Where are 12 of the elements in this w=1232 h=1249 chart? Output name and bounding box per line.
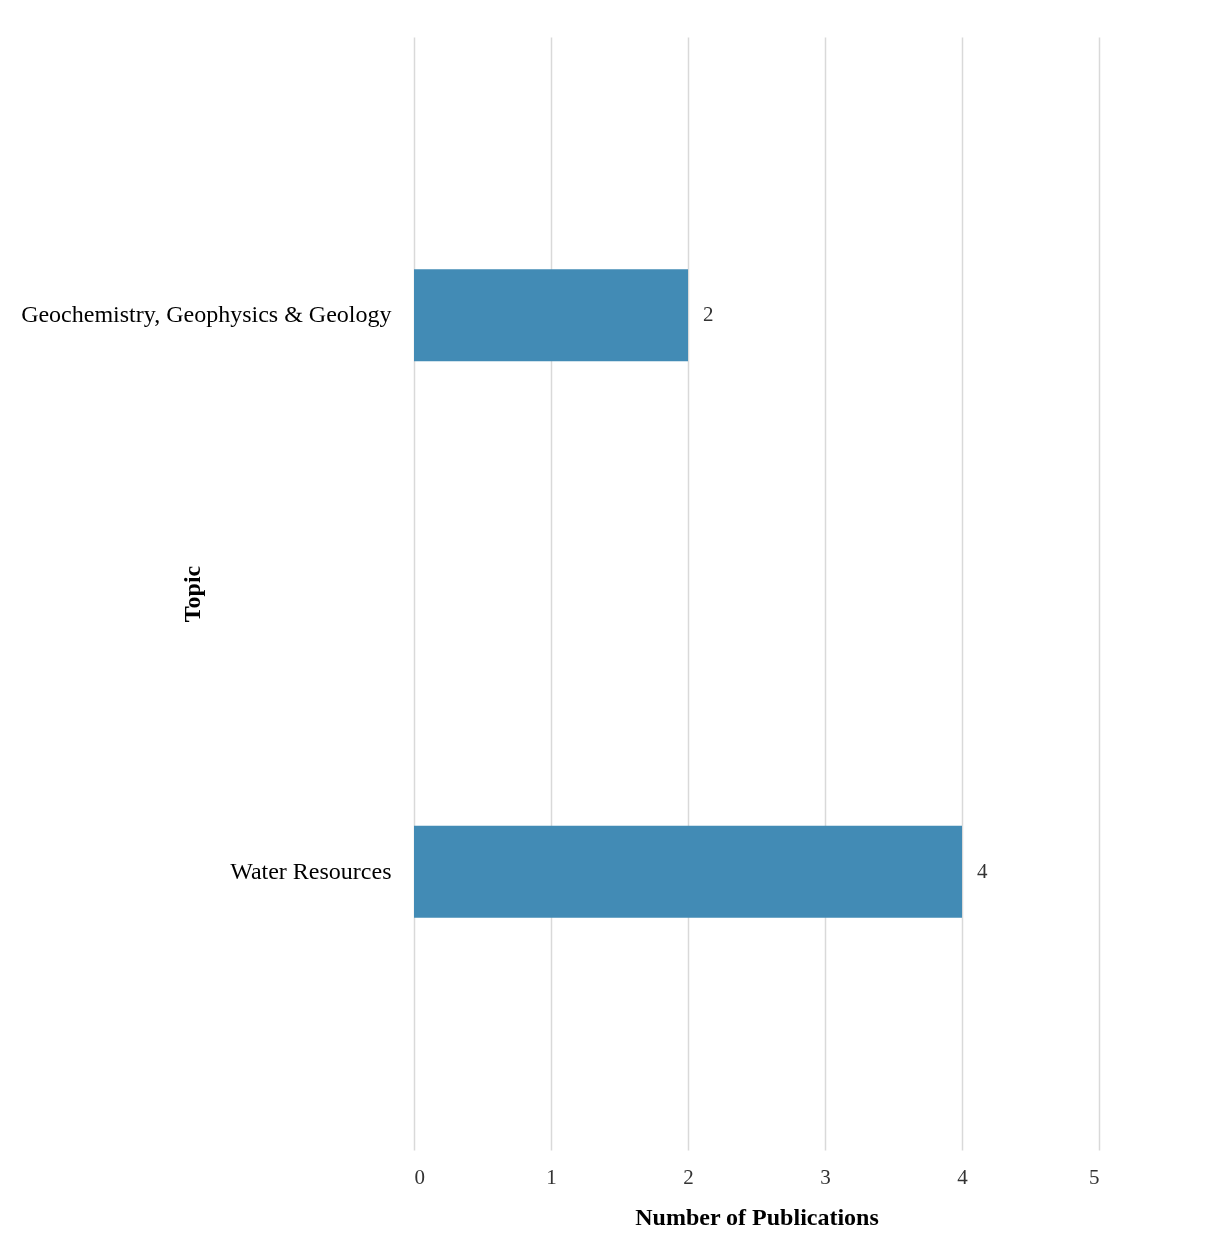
data-label: 4 xyxy=(977,858,988,883)
x-tick-label: 1 xyxy=(546,1164,557,1189)
x-tick-label: 3 xyxy=(820,1164,831,1189)
y-tick-label: Water Resources xyxy=(230,857,392,884)
y-tick-label: Geochemistry, Geophysics & Geology xyxy=(21,301,392,328)
x-tick-label: 5 xyxy=(1089,1164,1100,1189)
data-label: 2 xyxy=(703,302,714,327)
x-tick-label: 4 xyxy=(957,1164,969,1189)
x-tick-label: 0 xyxy=(414,1164,425,1189)
y-axis-title: Topic xyxy=(178,565,205,623)
x-axis-title: Number of Publications xyxy=(635,1203,879,1230)
x-tick-label: 2 xyxy=(683,1164,694,1189)
